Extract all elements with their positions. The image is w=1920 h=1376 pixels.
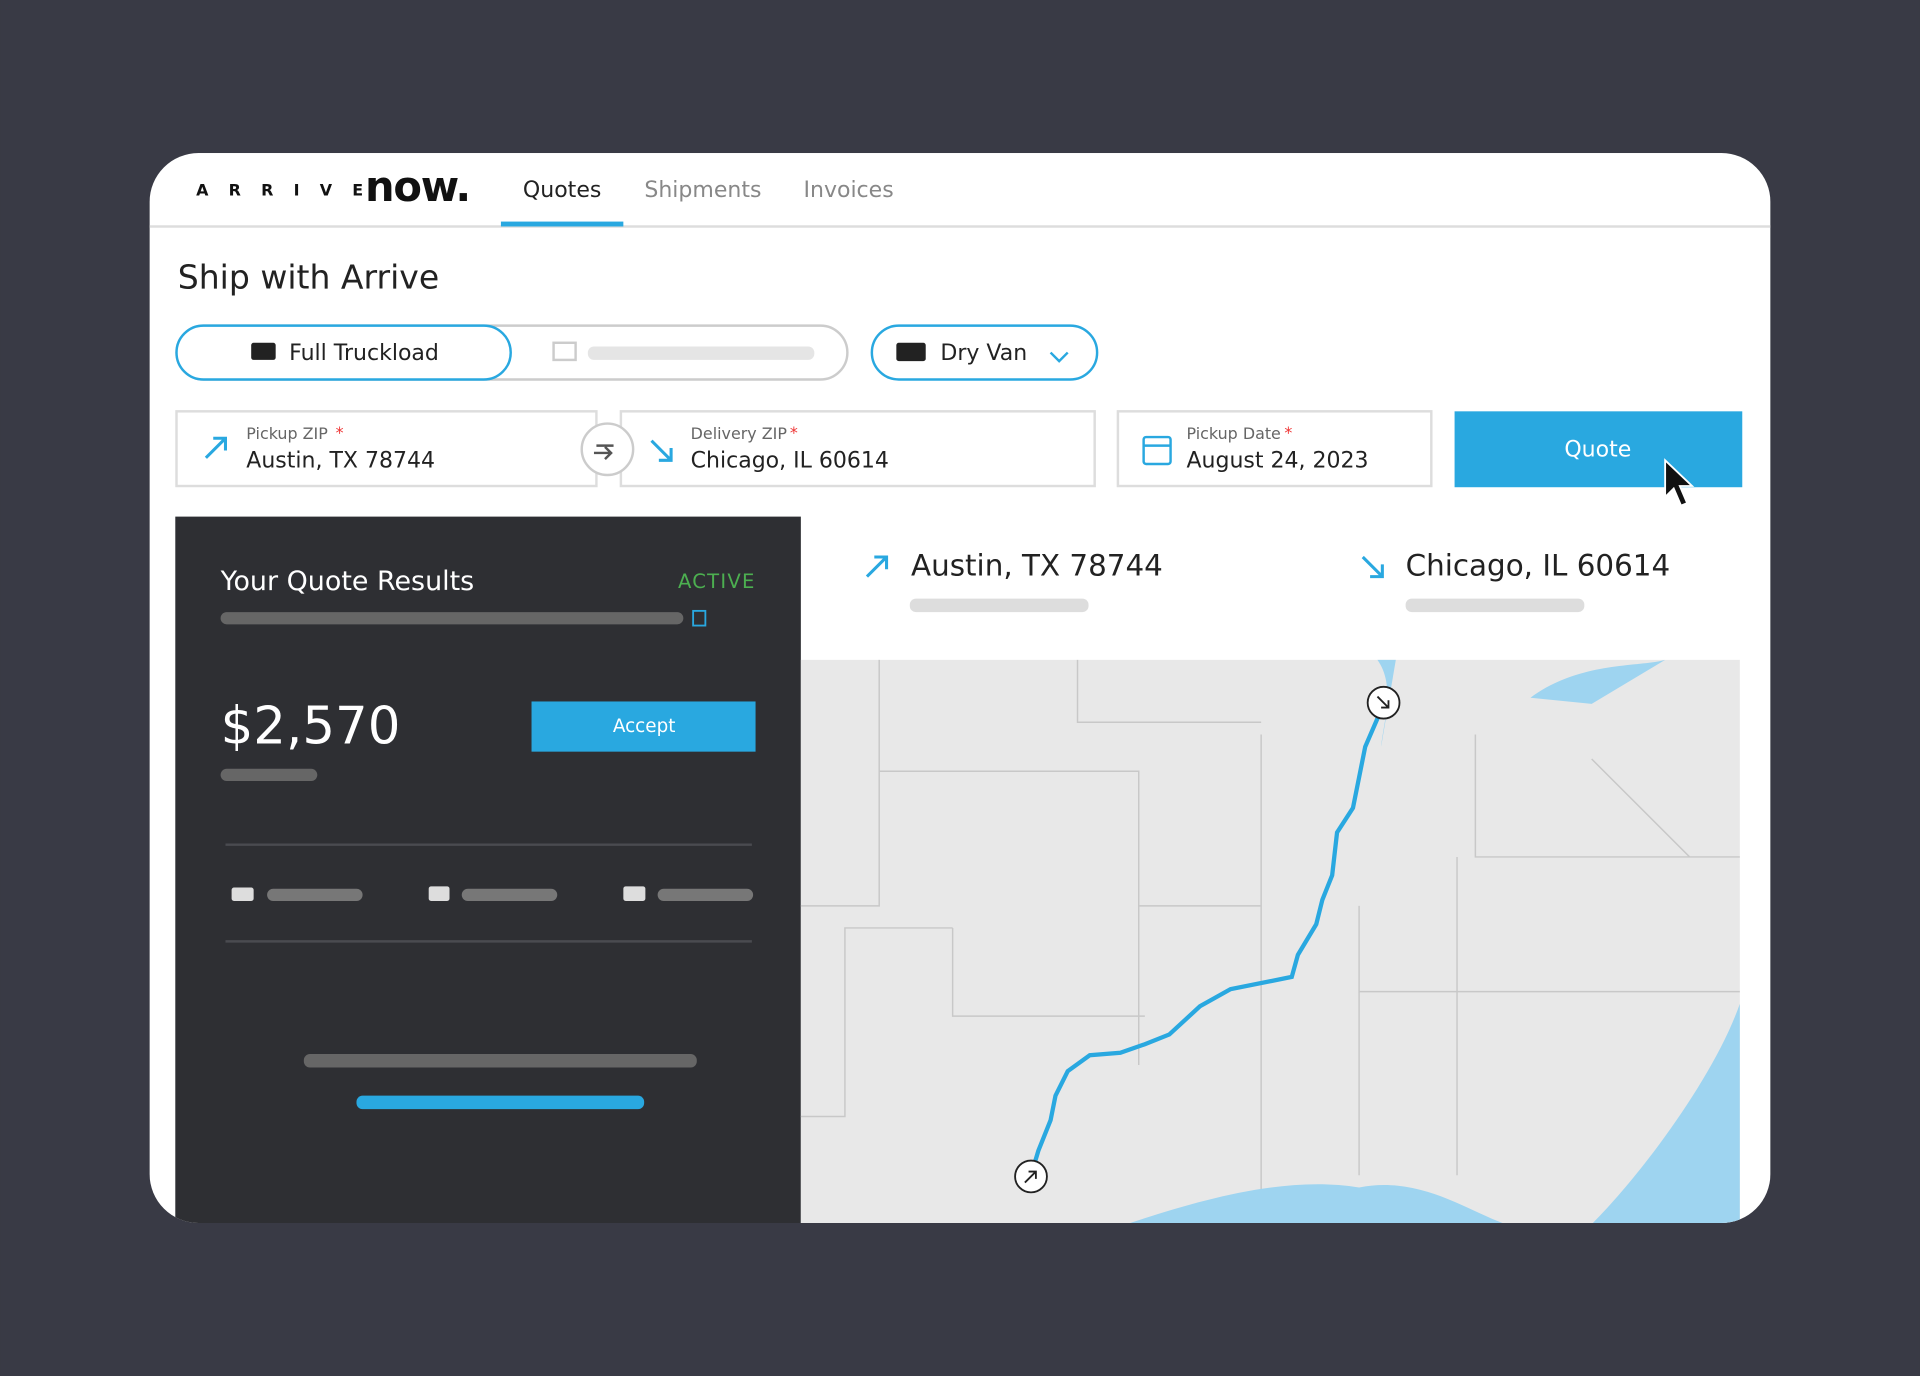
placeholder-bar: [356, 1095, 645, 1110]
ltl-icon: [552, 341, 577, 362]
field-value: August 24, 2023: [1186, 449, 1368, 474]
accept-button[interactable]: [531, 701, 756, 752]
tab-indicator: [500, 221, 624, 227]
map: [800, 659, 1740, 1223]
placeholder-bar: [267, 888, 363, 902]
required-marker: *: [1284, 423, 1292, 442]
pickup-arrow: [204, 436, 228, 459]
placeholder-bar[interactable]: [587, 346, 815, 360]
nav-tab[interactable]: Shipments: [644, 178, 761, 203]
logo-word: now.: [365, 162, 470, 211]
icon: [428, 886, 450, 902]
accept-label: Accept: [613, 716, 676, 737]
destination-arrow: [1361, 555, 1384, 579]
van-icon: [896, 342, 926, 362]
calendar-icon: [1142, 435, 1172, 466]
pin-arrow: [1024, 1170, 1037, 1184]
lake: [1530, 659, 1666, 704]
icon: [231, 887, 254, 902]
equipment-select[interactable]: [870, 324, 1099, 381]
chevron: [1049, 351, 1069, 363]
field-label: Pickup Date: [1186, 424, 1280, 443]
pin-arrow: [1376, 695, 1390, 709]
placeholder-bar: [909, 598, 1089, 613]
field-label: Delivery ZIP: [691, 424, 788, 443]
delivery-arrow: [650, 439, 673, 462]
route-origin: Austin, TX 78744: [911, 548, 1163, 582]
placeholder-bar: [461, 888, 558, 902]
map-borders: [800, 659, 1740, 1223]
route-line: [1028, 709, 1384, 1176]
copy-icon[interactable]: [692, 609, 707, 627]
nav-tab[interactable]: Invoices: [804, 178, 894, 203]
lake: [1377, 659, 1396, 747]
field-value: Chicago, IL 60614: [691, 449, 889, 474]
origin-arrow: [865, 555, 889, 578]
water: [1126, 1003, 1740, 1223]
placeholder-bar: [220, 768, 318, 782]
nav-tab[interactable]: Quotes: [523, 178, 601, 203]
field-label: Pickup ZIP: [246, 424, 328, 443]
results-title: Your Quote Results: [220, 566, 475, 597]
mode-label: Full Truckload: [289, 341, 439, 366]
detail-row: [231, 886, 754, 902]
page-title: Ship with Arrive: [178, 258, 439, 297]
swap-icon: [593, 444, 614, 460]
required-marker: *: [790, 423, 798, 442]
icon: [623, 886, 646, 902]
mode-option-selected[interactable]: [175, 324, 512, 381]
route-destination: Chicago, IL 60614: [1406, 548, 1671, 582]
cursor: [1664, 458, 1695, 507]
input-field[interactable]: [619, 410, 1096, 488]
price: $2,570: [221, 697, 401, 757]
truck-icon: [251, 342, 276, 360]
logo-letters: A R R I V E: [196, 180, 370, 199]
quote-button-label: Quote: [1564, 438, 1631, 463]
placeholder-bar: [657, 888, 754, 902]
equipment-label: Dry Van: [940, 341, 1027, 366]
field-labels: Pickup ZIP * Austin, TX 78744 Delivery Z…: [246, 423, 1368, 474]
required-marker: *: [336, 423, 344, 442]
field-value: Austin, TX 78744: [246, 449, 435, 474]
status-label: ACTIVE: [678, 570, 756, 593]
placeholder-bar: [1405, 598, 1585, 613]
quote-button[interactable]: [1454, 411, 1743, 488]
placeholder-bar: [303, 1054, 697, 1068]
placeholder-bar: [220, 612, 684, 625]
